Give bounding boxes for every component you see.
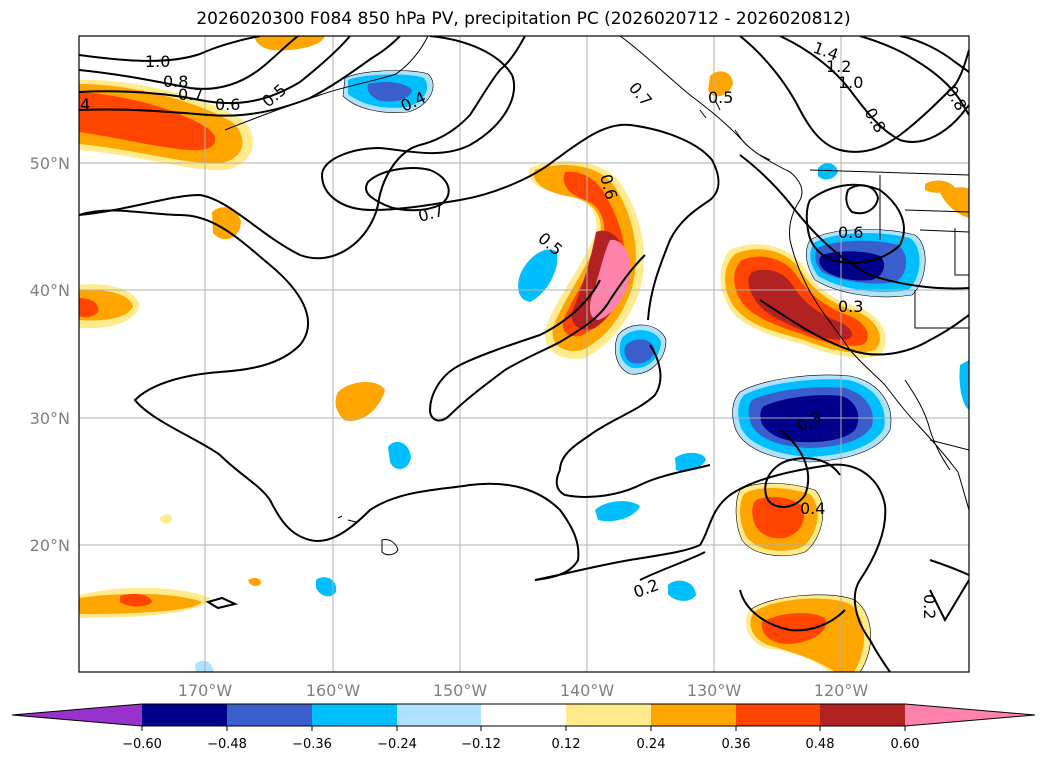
map-title: 2026020300 F084 850 hPa PV, precipitatio… [196,9,851,29]
colorbar-segment [736,704,820,726]
contour-label: 1.0 [838,73,863,92]
contour-label: 0.2 [920,594,939,619]
contour-label: 1.2 [826,57,851,76]
lon-label: 130°W [687,681,742,700]
lon-label: 150°W [433,681,488,700]
graticule-grid [79,36,969,672]
latitude-axis: 50°N 40°N 30°N 20°N [30,154,70,555]
contour-label: 0.7 [178,85,203,104]
colorbar-tick-label: 0.24 [637,737,666,752]
colorbar-segment [905,704,906,726]
lat-label: 40°N [30,281,70,300]
contour-label: 0.3 [838,297,863,316]
colorbar-segment [566,704,651,726]
lat-label: 30°N [30,409,70,428]
colorbar-segment [227,704,312,726]
colorbar-segment [820,704,905,726]
contour-label: 0.2 [631,575,661,602]
contour-label: 1.0 [145,52,170,71]
colorbar-tick-label: 0.36 [722,737,751,752]
colorbar-tick-label: −0.12 [461,737,501,752]
pv-contours [79,36,969,672]
lon-label: 140°W [560,681,615,700]
map-frame [78,35,970,673]
colorbar-segment [651,704,736,726]
colorbar-tick-label: 0.48 [806,737,835,752]
contour-label: 0.7 [625,78,656,110]
colorbar-tick-label: −0.48 [207,737,247,752]
contour-label: 0.5 [708,88,733,107]
lon-label: 170°W [178,681,233,700]
contour-label: 0.4 [800,499,825,518]
lat-label: 20°N [30,536,70,555]
colorbar-tick-label: −0.24 [377,737,417,752]
colorbar-segment [312,704,397,726]
colorbar-segment [142,704,227,726]
contour-label: 0.6 [215,95,240,114]
contour-label: 0.8 [163,72,188,91]
colorbar-segment [481,704,566,726]
colorbar-tick-label: 0.60 [891,737,920,752]
colorbar-segment [905,704,1035,726]
colorbar-segment [12,704,142,726]
precipitation-shading [79,36,969,672]
contour-label: 4 [80,95,90,114]
contour-label: 0.7 [416,201,446,226]
colorbar-tick-label: −0.36 [292,737,332,752]
lat-label: 50°N [30,154,70,173]
coastlines [224,36,969,556]
colorbar-segment [397,704,481,726]
contour-label: 0.6 [838,223,863,242]
colorbar-tick-label: 0.12 [552,737,581,752]
lon-label: 160°W [306,681,361,700]
longitude-axis: 170°W 160°W 150°W 140°W 130°W 120°W [178,681,869,700]
lon-label: 120°W [814,681,869,700]
colorbar-tick-label: −0.60 [122,737,162,752]
colorbar: −0.60 −0.48 −0.36 −0.24 −0.12 0.12 0.24 … [11,703,1036,752]
